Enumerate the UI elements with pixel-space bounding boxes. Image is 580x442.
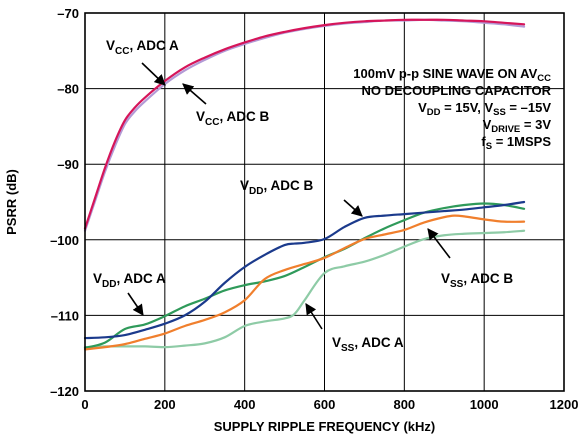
y-tick-label: –90 bbox=[57, 157, 79, 172]
series-label-vss-adc-b: VSS, ADC B bbox=[441, 271, 513, 290]
annotation-arrow bbox=[305, 303, 323, 330]
x-tick-label: 800 bbox=[393, 397, 415, 412]
y-axis-label: PSRR (dB) bbox=[4, 169, 19, 235]
condition-line: NO DECOUPLING CAPACITOR bbox=[362, 83, 552, 98]
series-line-vss-adc-b bbox=[83, 214, 526, 351]
series-label-vss-adc-a: VSS, ADC A bbox=[332, 335, 404, 354]
y-tick-label: –70 bbox=[57, 6, 79, 21]
x-tick-label: 1000 bbox=[470, 397, 499, 412]
condition-line: VDD = 15V, VSS = –15V bbox=[418, 100, 551, 118]
grid bbox=[85, 13, 564, 391]
y-tick-label: –120 bbox=[50, 384, 79, 399]
annotation-arrow bbox=[343, 199, 363, 217]
x-axis-label: SUPPLY RIPPLE FREQUENCY (kHz) bbox=[214, 419, 436, 434]
annotation-arrow bbox=[182, 83, 207, 105]
y-tick-label: –110 bbox=[51, 308, 79, 323]
x-tick-label: 200 bbox=[154, 397, 176, 412]
x-tick-label: 600 bbox=[314, 397, 336, 412]
series-line-vdd-adc-b bbox=[83, 200, 526, 340]
series-line-vdd-adc-a bbox=[83, 202, 526, 350]
x-tick-label: 400 bbox=[234, 397, 256, 412]
series-label-vcc-adc-a: VCC, ADC A bbox=[106, 38, 179, 57]
condition-line: 100mV p-p SINE WAVE ON AVCC bbox=[353, 66, 551, 84]
condition-line: fS = 1MSPS bbox=[481, 134, 551, 152]
annotation-arrow bbox=[141, 62, 166, 86]
series-label-vdd-adc-b: VDD, ADC B bbox=[240, 178, 313, 197]
series-label-vcc-adc-b: VCC, ADC B bbox=[196, 109, 269, 128]
plot-frame bbox=[84, 12, 565, 392]
condition-line: VDRIVE = 3V bbox=[483, 117, 552, 135]
tick-labels: 0 200 400 600 800 1000 1200 –70 –80 –90 –100 –110 –1… bbox=[50, 6, 578, 412]
x-tick-label: 0 bbox=[81, 397, 88, 412]
y-tick-label: –100 bbox=[50, 233, 79, 248]
y-tick-label: –80 bbox=[57, 82, 79, 97]
series-lines bbox=[83, 18, 526, 351]
annotation-arrow bbox=[127, 292, 144, 316]
x-tick-label: 1200 bbox=[550, 397, 579, 412]
series-line-vcc-adc-a bbox=[83, 18, 526, 230]
annotations: VCC, ADC A VCC, ADC B VDD, ADC B VDD, ADC A… bbox=[93, 38, 513, 354]
series-line-vss-adc-a bbox=[83, 229, 526, 349]
series-label-vdd-adc-a: VDD, ADC A bbox=[93, 271, 166, 290]
annotation-arrow bbox=[427, 228, 451, 259]
